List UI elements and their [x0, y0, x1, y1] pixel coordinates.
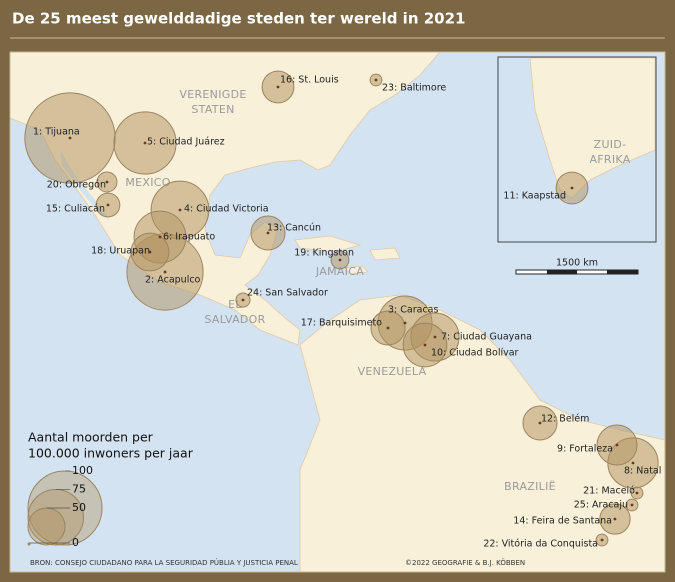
scale-bar-segment: [607, 270, 638, 274]
map-border: [9, 51, 666, 573]
city-label: 10: Ciudad Bolívar: [431, 348, 519, 359]
city-label: 24: San Salvador: [247, 288, 328, 299]
city-label: 5: Ciudad Juárez: [147, 137, 225, 148]
country-label: ZUID-: [594, 138, 627, 151]
city-dot: [635, 491, 639, 495]
city-label: 13: Cancún: [267, 223, 321, 234]
city-dot: [105, 180, 109, 184]
scale-bar-label: 1500 km: [556, 258, 598, 269]
city-dot: [570, 186, 574, 190]
city-dot: [106, 203, 110, 207]
city-dot: [338, 258, 342, 262]
city-label: 2: Acapulco: [145, 275, 201, 286]
scale-bar-segment: [547, 270, 577, 274]
city-label: 11: Kaapstad: [503, 191, 566, 202]
country-label: AFRIKA: [589, 153, 630, 166]
city-dot: [266, 231, 270, 235]
city-label: 21: Maceió: [583, 486, 635, 497]
symbols: VERENIGDESTATENMEXICOJAMAICAELSALVADORVE…: [24, 70, 661, 550]
legend-tick-label: 75: [72, 483, 86, 496]
city-label: 22: Vitória da Conquista: [483, 539, 598, 550]
city-label: 20: Obregón: [47, 180, 106, 191]
city-label: 4: Ciudad Victoria: [184, 204, 269, 215]
country-label: SALVADOR: [204, 313, 265, 326]
country-label: JAMAICA: [315, 265, 364, 278]
title: De 25 meest gewelddadige steden ter were…: [12, 10, 465, 28]
city-dot: [615, 443, 619, 447]
city-dot: [276, 85, 280, 89]
city-dot: [163, 270, 167, 274]
city-dot: [374, 78, 378, 82]
legend-bubble: [27, 507, 66, 546]
city-label: 25: Aracaju: [574, 500, 628, 511]
city-dot: [433, 335, 437, 339]
city-dot: [403, 321, 407, 325]
city-dot: [68, 136, 72, 140]
city-dot: [178, 208, 182, 212]
city-label: 19: Kingston: [294, 248, 354, 259]
city-dot: [148, 250, 152, 254]
country-label: STATEN: [191, 103, 234, 116]
city-label: 3: Caracas: [388, 305, 438, 316]
city-label: 7: Ciudad Guayana: [441, 332, 532, 343]
legend-tick-label: 0: [72, 536, 79, 549]
city-label: 8: Natal: [624, 466, 661, 477]
credit: ©2022 GEOGRAFIE & B.J. KÖBBEN: [405, 558, 525, 567]
city-label: 14: Feira de Santana: [513, 516, 612, 527]
caribbean-islands: [294, 235, 401, 275]
city-dot: [600, 538, 604, 542]
city-label: 1: Tijuana: [33, 127, 80, 138]
country-label: VERENIGDE: [179, 88, 246, 101]
country-label: VENEZUELA: [358, 365, 427, 378]
city-dot: [538, 421, 542, 425]
city-label: 15: Culiacán: [46, 204, 105, 215]
legend-tick-label: 50: [72, 501, 86, 514]
legend-title: Aantal moorden per: [28, 430, 154, 445]
country-label: BRAZILIË: [504, 480, 556, 493]
city-label: 9: Fortaleza: [557, 444, 613, 455]
city-label: 17: Barquisimeto: [301, 318, 382, 329]
city-dot: [386, 326, 390, 330]
city-dot: [158, 235, 162, 239]
city-label: 23: Baltimore: [382, 83, 446, 94]
source: BRON: CONSEJO CIUDADANO PARA LA SEGURIDA…: [30, 558, 298, 567]
city-dot: [630, 503, 634, 507]
city-dot: [423, 343, 427, 347]
legend-tick-label: 100: [72, 464, 93, 477]
country-label: MEXICO: [125, 176, 170, 189]
scale-bar: 1500 km: [515, 258, 639, 275]
city-label: 12: Belém: [541, 414, 589, 425]
city-label: 6: Irapuato: [163, 232, 215, 243]
city-dot: [613, 517, 617, 521]
city-dot: [241, 298, 245, 302]
legend-title: 100.000 inwoners per jaar: [28, 446, 194, 461]
city-dot: [631, 461, 635, 465]
city-dot: [143, 141, 147, 145]
city-label: 18: Uruapan: [91, 246, 150, 257]
south-america: [299, 294, 666, 573]
city-label: 16: St. Louis: [280, 75, 339, 86]
